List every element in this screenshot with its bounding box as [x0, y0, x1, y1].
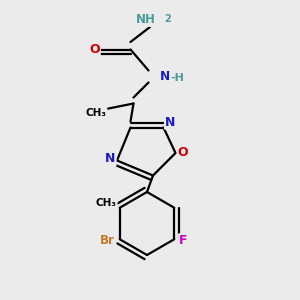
Text: NH: NH — [136, 13, 155, 26]
Text: N: N — [160, 70, 170, 83]
Text: N: N — [105, 152, 116, 166]
Text: O: O — [178, 146, 188, 160]
Text: Br: Br — [100, 234, 115, 247]
Text: F: F — [179, 234, 188, 247]
Text: N: N — [165, 116, 175, 129]
Text: CH₃: CH₃ — [85, 107, 106, 118]
Text: O: O — [89, 43, 100, 56]
Text: -H: -H — [170, 73, 184, 83]
Text: 2: 2 — [165, 14, 171, 25]
Text: CH₃: CH₃ — [96, 198, 117, 208]
